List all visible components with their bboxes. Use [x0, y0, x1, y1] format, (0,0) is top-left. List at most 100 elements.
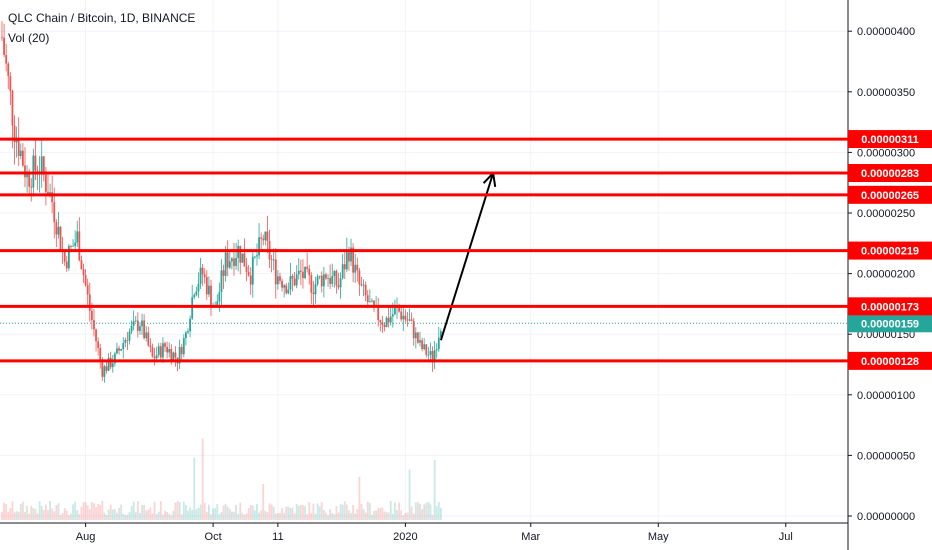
volume-bar — [333, 514, 336, 520]
volume-bar — [17, 511, 20, 520]
candlestick-series — [1, 21, 442, 383]
candle-body — [293, 278, 296, 286]
candle-body — [9, 76, 12, 91]
projection-arrow[interactable] — [439, 172, 497, 341]
candle-body — [182, 338, 185, 355]
volume-bars — [1, 438, 442, 520]
candle-body — [70, 246, 72, 247]
volume-bar — [224, 503, 227, 520]
candle-body — [304, 266, 306, 279]
candle-body — [157, 346, 160, 356]
volume-bar — [149, 507, 152, 520]
candle-body — [145, 332, 148, 339]
volume-bar — [182, 501, 185, 520]
volume-bar — [404, 513, 407, 520]
volume-bar — [358, 476, 361, 520]
candle-body — [143, 320, 146, 339]
candle-body — [285, 285, 288, 294]
arrow-shaft — [439, 172, 495, 341]
candle-body — [362, 284, 365, 286]
volume-bar — [228, 508, 231, 520]
volume-bar — [147, 509, 150, 520]
candle-body — [220, 270, 223, 293]
candle-body — [15, 139, 18, 143]
volume-bar — [3, 502, 5, 520]
volume-bar — [101, 500, 104, 520]
volume-bar — [345, 504, 348, 520]
candle-body — [197, 283, 200, 292]
time-axis[interactable]: Aug Oct 11 2020 Mar May Jul — [0, 522, 848, 543]
candle-body — [136, 320, 139, 331]
volume-bar — [396, 510, 398, 520]
volume-bar — [268, 503, 271, 520]
volume-bar — [337, 512, 340, 520]
volume-bar — [274, 513, 277, 520]
volume-bar — [352, 504, 355, 520]
volume-bar — [325, 512, 327, 520]
volume-bar — [398, 502, 400, 520]
candle-body — [427, 354, 430, 356]
candle-body — [118, 348, 120, 351]
price-axis[interactable]: 0.00000400 0.00000350 0.00000300 0.00000250… — [847, 0, 932, 550]
candle-body — [310, 275, 313, 293]
volume-bar — [394, 502, 396, 520]
candle-body — [189, 318, 191, 332]
volume-bar — [174, 502, 177, 520]
candle-body — [402, 315, 405, 320]
horizontal-levels[interactable]: 0.00000311 0.00000283 0.00000265 0.00000219… — [0, 130, 932, 370]
candle-body — [78, 231, 81, 261]
candle-body — [266, 231, 269, 241]
time-tick-label: May — [648, 531, 669, 543]
level-label: 0.00000219 — [861, 246, 919, 258]
candle-body — [95, 329, 97, 342]
volume-bar — [57, 503, 60, 520]
volume-bar — [310, 513, 313, 520]
volume-bar — [128, 511, 131, 520]
volume-bar — [299, 504, 302, 520]
candle-body — [387, 317, 390, 323]
candle-body — [327, 277, 329, 279]
volume-bar — [360, 503, 363, 520]
volume-bar — [304, 506, 306, 520]
candle-body — [373, 300, 375, 307]
candle-body — [421, 340, 423, 350]
volume-bar — [95, 507, 97, 520]
volume-bar — [53, 511, 56, 520]
volume-bar — [122, 513, 125, 520]
volume-bar — [103, 512, 106, 520]
volume-bar — [391, 513, 394, 520]
volume-bar — [124, 514, 127, 520]
candle-body — [122, 343, 125, 350]
volume-bar — [76, 510, 79, 520]
volume-bar — [170, 515, 173, 520]
volume-bar — [350, 512, 352, 520]
volume-bar — [414, 502, 417, 520]
candle-body — [101, 360, 104, 377]
candle-body — [105, 366, 108, 371]
volume-bar — [258, 512, 260, 520]
candle-body — [247, 272, 250, 276]
candle-body — [208, 285, 210, 295]
volume-bar — [30, 505, 33, 520]
volume-bar — [245, 513, 248, 520]
candle-body — [228, 261, 231, 268]
volume-bar — [339, 504, 342, 520]
candle-body — [159, 346, 162, 358]
level-label: 0.00000265 — [861, 190, 919, 202]
candle-body — [32, 155, 35, 188]
volume-bar — [247, 508, 250, 520]
volume-bar — [9, 508, 12, 520]
candle-body — [1, 37, 3, 39]
current-price-label: 0.00000159 — [861, 318, 919, 330]
candle-body — [172, 352, 175, 361]
candle-body — [316, 276, 319, 285]
volume-bar — [32, 508, 35, 520]
candle-body — [264, 231, 267, 241]
volume-bar — [389, 500, 392, 520]
volume-bar — [354, 513, 357, 520]
candle-body — [99, 347, 102, 361]
level-label-bg — [848, 164, 932, 183]
candle-body — [195, 291, 198, 295]
price-tick-label: 0.00000250 — [857, 208, 915, 220]
